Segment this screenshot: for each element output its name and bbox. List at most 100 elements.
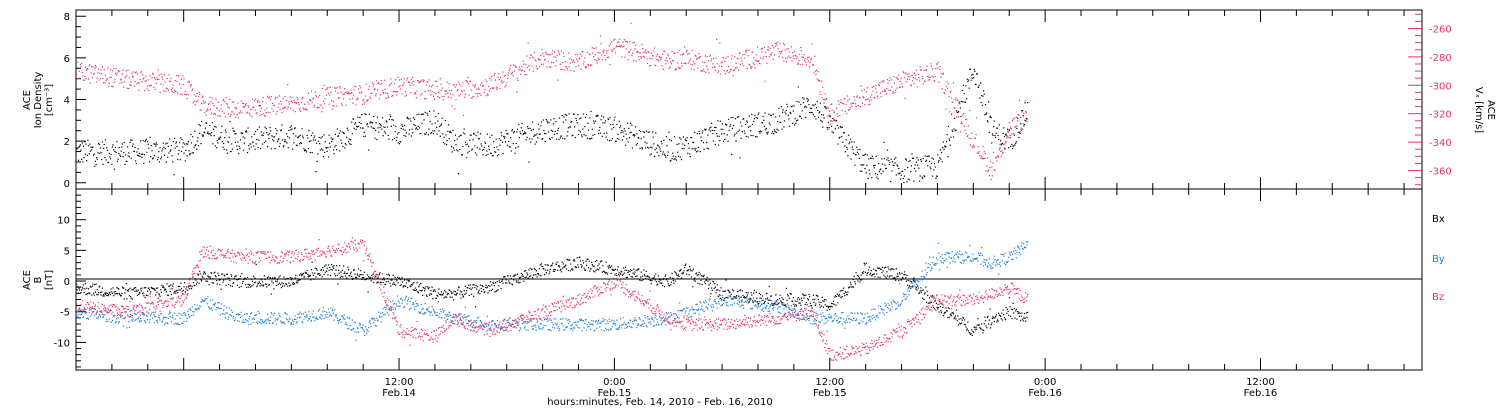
data-point [275, 323, 277, 325]
data-point [211, 282, 213, 284]
data-point [541, 49, 543, 51]
data-point [180, 287, 183, 289]
data-point [901, 272, 903, 274]
data-point [79, 309, 81, 311]
data-point [169, 285, 171, 287]
data-point [927, 294, 929, 297]
data-point [395, 79, 397, 81]
data-point [689, 153, 691, 155]
data-point [636, 133, 638, 135]
data-point [232, 111, 234, 113]
data-point [209, 308, 211, 310]
data-point [792, 122, 794, 124]
data-point [874, 276, 876, 278]
data-point [178, 75, 180, 77]
data-point [872, 157, 874, 160]
data-point [346, 272, 348, 274]
data-point [285, 313, 287, 315]
data-point [733, 70, 735, 72]
data-point [550, 61, 553, 63]
data-point [256, 139, 258, 141]
data-point [344, 147, 346, 149]
data-point [623, 45, 625, 47]
data-point [431, 286, 433, 288]
data-point [363, 98, 365, 101]
data-point [591, 47, 593, 49]
data-point [718, 65, 720, 67]
data-point [591, 261, 593, 263]
data-point [452, 147, 455, 149]
data-point [449, 296, 451, 298]
data-point [972, 147, 974, 149]
data-point [165, 322, 167, 324]
data-point [574, 54, 576, 56]
data-point [674, 280, 676, 282]
data-point [121, 305, 123, 307]
data-point [1022, 115, 1024, 117]
data-point [417, 125, 419, 127]
data-point [605, 136, 607, 138]
data-point [129, 287, 131, 289]
data-point [684, 138, 686, 140]
data-point [430, 86, 433, 88]
data-point [155, 82, 157, 84]
data-point [770, 295, 772, 297]
data-point [600, 43, 602, 45]
data-point [216, 280, 218, 282]
data-point [188, 309, 190, 311]
data-point [265, 115, 267, 117]
data-point [883, 274, 885, 276]
data-point [981, 155, 983, 158]
data-point [797, 63, 799, 65]
data-point [281, 124, 283, 126]
data-point [433, 110, 435, 112]
data-point [992, 134, 994, 136]
data-point [313, 137, 315, 139]
data-point [348, 138, 350, 140]
data-point [318, 136, 320, 138]
data-point [710, 126, 712, 128]
data-point [184, 291, 186, 293]
data-point [947, 307, 949, 309]
data-point [196, 140, 198, 142]
data-point [621, 56, 623, 58]
data-point [614, 38, 616, 40]
data-point [370, 126, 372, 128]
data-point [239, 139, 242, 141]
data-point [314, 91, 316, 93]
data-point [424, 290, 426, 292]
data-point [218, 110, 220, 112]
data-point [891, 275, 893, 277]
data-point [1009, 134, 1011, 136]
data-point [577, 114, 579, 116]
data-point [113, 149, 115, 151]
data-point [948, 96, 950, 98]
data-point [111, 146, 113, 148]
data-point [606, 132, 608, 134]
data-point [116, 74, 118, 76]
data-point [506, 282, 508, 284]
data-point [981, 104, 983, 106]
data-point [223, 142, 225, 145]
data-point [474, 84, 477, 86]
data-point [91, 313, 93, 315]
data-point [396, 94, 398, 96]
data-point [670, 63, 672, 65]
data-point [775, 300, 777, 302]
data-point [836, 296, 838, 298]
data-point [571, 61, 573, 63]
data-point [721, 298, 723, 300]
data-point [927, 75, 929, 77]
data-point [925, 286, 927, 288]
data-point [107, 320, 109, 322]
data-point [390, 116, 392, 118]
data-point [105, 321, 107, 323]
data-point [819, 79, 821, 81]
data-point [460, 134, 462, 136]
data-point [245, 278, 247, 280]
data-point [523, 133, 525, 135]
data-point [1026, 120, 1028, 122]
data-point [903, 274, 905, 276]
data-point [561, 261, 563, 263]
data-point [730, 69, 732, 71]
